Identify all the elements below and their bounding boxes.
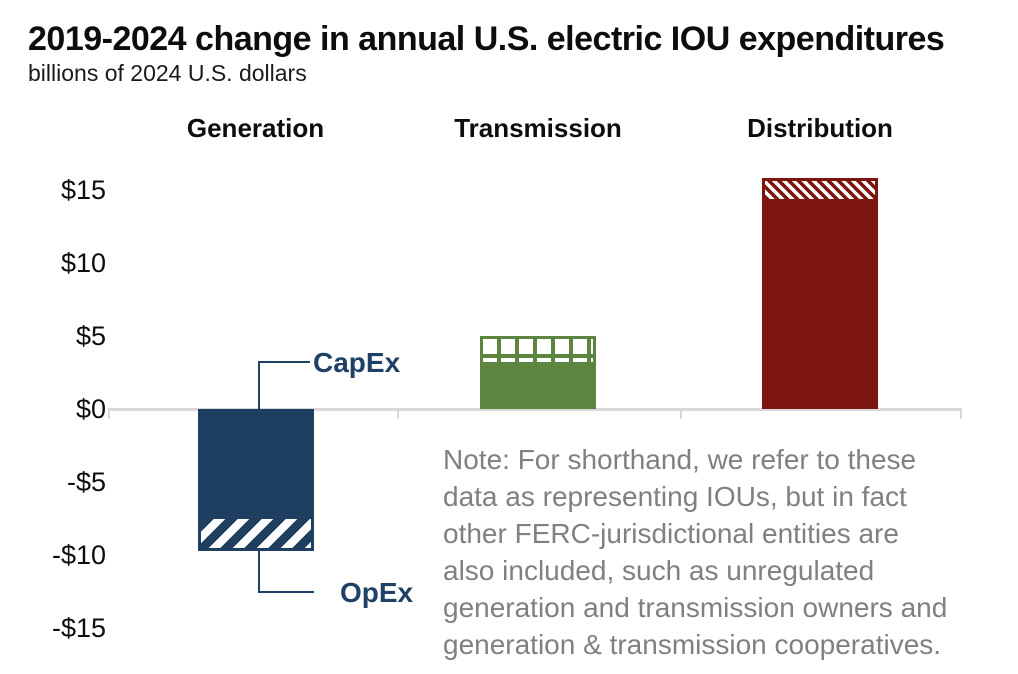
x-axis-tick: [680, 411, 682, 419]
opex-callout-horizontal-line: [258, 591, 314, 593]
x-axis-tick: [108, 411, 110, 419]
y-axis-tick-label: -$5: [66, 467, 106, 497]
category-label-transmission: Transmission: [454, 113, 622, 143]
y-axis-tick-label: $0: [75, 394, 106, 424]
capex-callout-horizontal-line: [258, 361, 310, 363]
y-axis-tick-label: $5: [75, 321, 106, 351]
category-label-distribution: Distribution: [747, 113, 893, 143]
x-axis-tick: [397, 411, 399, 419]
bar-distribution-opex-segment: [762, 178, 878, 202]
opex-callout-vertical-line: [258, 551, 260, 593]
y-axis-tick-label: $15: [60, 175, 106, 205]
note-line: other FERC-jurisdictional entities are: [443, 518, 899, 549]
category-label-generation: Generation: [186, 113, 325, 143]
x-axis-tick: [960, 411, 962, 419]
chart-title: 2019-2024 change in annual U.S. electric…: [28, 20, 945, 58]
y-axis-tick-label: -$15: [51, 613, 106, 643]
note-line: generation and transmission owners and: [443, 592, 948, 623]
y-axis-tick-label: -$10: [51, 540, 106, 570]
note-text: Note: For shorthand, we refer to these d…: [443, 441, 947, 663]
bar-generation-opex-segment: [197, 515, 314, 551]
note-line: data as representing IOUs, but in fact: [443, 481, 907, 512]
note-line: also included, such as unregulated: [443, 555, 875, 586]
note-line: Note: For shorthand, we refer to these: [443, 444, 917, 475]
y-axis-tick-label: $10: [60, 248, 106, 278]
bar-distribution-capex-segment: [762, 201, 878, 409]
note-line: generation & transmission cooperatives.: [443, 629, 942, 660]
opex-label: OpEx: [340, 577, 414, 608]
capex-label: CapEx: [313, 347, 401, 378]
x-axis-line: [108, 408, 962, 411]
bar-generation-capex-segment: [197, 409, 314, 516]
chart-subtitle: billions of 2024 U.S. dollars: [28, 60, 307, 86]
bar-transmission-capex-segment: [480, 365, 596, 409]
bar-transmission-opex-segment: [480, 336, 596, 366]
capex-callout-vertical-line: [258, 362, 260, 410]
